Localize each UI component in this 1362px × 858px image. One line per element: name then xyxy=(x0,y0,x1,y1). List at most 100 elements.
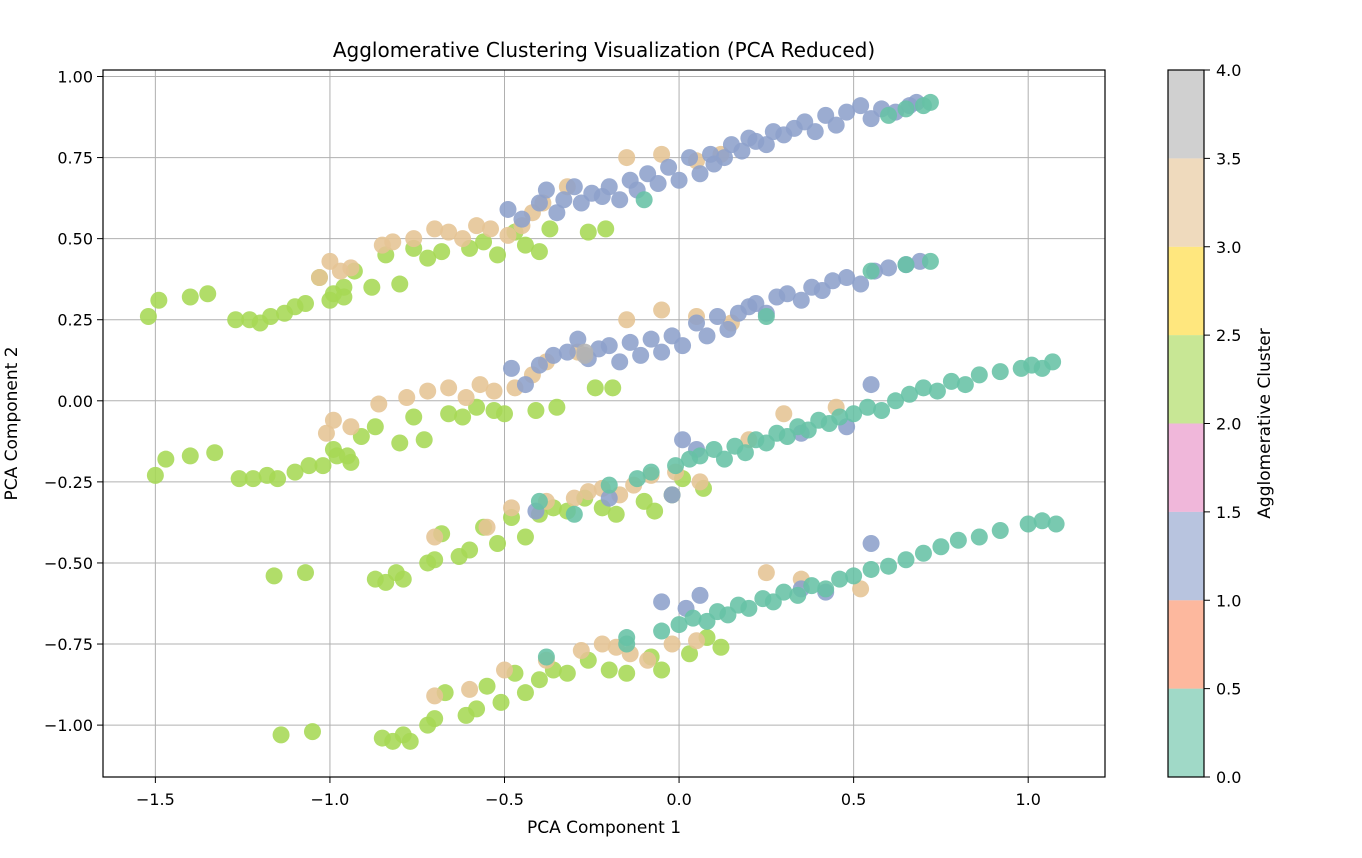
data-point xyxy=(558,343,576,361)
data-point xyxy=(342,453,360,471)
data-point xyxy=(991,363,1009,381)
x-tick-label: 0.5 xyxy=(841,790,866,809)
data-point xyxy=(384,233,402,251)
data-point xyxy=(321,291,339,309)
data-point xyxy=(757,136,775,154)
data-point xyxy=(607,505,625,523)
data-point xyxy=(604,379,622,397)
data-point xyxy=(803,577,821,595)
data-point xyxy=(956,376,974,394)
data-point xyxy=(942,372,960,390)
colorbar-label: Agglomerative Cluster xyxy=(1255,328,1275,518)
data-point xyxy=(653,343,671,361)
data-point xyxy=(635,191,653,209)
data-point xyxy=(712,638,730,656)
data-point xyxy=(555,191,573,209)
data-point xyxy=(970,366,988,384)
data-point xyxy=(691,586,709,604)
data-point xyxy=(663,486,681,504)
data-point xyxy=(461,680,479,698)
data-point xyxy=(600,489,618,507)
data-point xyxy=(921,93,939,111)
data-point xyxy=(586,379,604,397)
data-point xyxy=(670,171,688,189)
data-point xyxy=(827,116,845,134)
y-tick-label: 1.00 xyxy=(57,67,93,86)
x-tick-label: 1.0 xyxy=(1015,790,1040,809)
data-point xyxy=(426,220,444,238)
data-point xyxy=(618,635,636,653)
data-point xyxy=(618,149,636,167)
data-point xyxy=(642,330,660,348)
data-point xyxy=(530,671,548,689)
data-point xyxy=(579,483,597,501)
data-point xyxy=(530,243,548,261)
data-point xyxy=(516,376,534,394)
data-point xyxy=(468,700,486,718)
colorbar-tick-label: 4.0 xyxy=(1216,61,1241,80)
y-tick-label: 0.25 xyxy=(57,311,93,330)
data-point xyxy=(688,632,706,650)
data-point xyxy=(921,252,939,270)
data-point xyxy=(691,473,709,491)
data-point xyxy=(736,444,754,462)
data-point xyxy=(537,648,555,666)
data-point xyxy=(646,502,664,520)
data-point xyxy=(269,470,287,488)
data-point xyxy=(681,149,699,167)
data-point xyxy=(838,103,856,121)
data-point xyxy=(139,307,157,325)
data-point xyxy=(440,223,458,241)
data-point xyxy=(342,259,360,277)
data-point xyxy=(310,269,328,287)
data-point xyxy=(873,402,891,420)
colorbar-band xyxy=(1168,688,1204,777)
data-point xyxy=(548,398,566,416)
data-point xyxy=(426,710,444,728)
data-point xyxy=(530,492,548,510)
data-point xyxy=(611,191,629,209)
colorbar-band xyxy=(1168,158,1204,247)
data-point xyxy=(663,635,681,653)
data-point xyxy=(862,560,880,578)
data-point xyxy=(775,583,793,601)
data-point xyxy=(778,285,796,303)
data-point xyxy=(440,405,458,423)
data-point xyxy=(457,389,475,407)
data-point xyxy=(653,661,671,679)
data-point xyxy=(398,389,416,407)
data-point xyxy=(530,194,548,212)
data-point xyxy=(859,398,877,416)
data-point xyxy=(227,311,245,329)
data-point xyxy=(502,499,520,517)
data-point xyxy=(838,269,856,287)
data-point xyxy=(775,405,793,423)
colorbar-band xyxy=(1168,511,1204,601)
data-point xyxy=(621,333,639,351)
data-point xyxy=(401,732,419,750)
data-point xyxy=(370,395,388,413)
y-tick-label: −0.75 xyxy=(44,635,93,654)
data-point xyxy=(527,402,545,420)
y-tick-label: −0.50 xyxy=(44,554,93,573)
data-point xyxy=(600,337,618,355)
data-point xyxy=(653,593,671,611)
data-point xyxy=(600,476,618,494)
data-point xyxy=(492,693,510,711)
data-point xyxy=(314,457,332,475)
data-point xyxy=(502,359,520,377)
x-axis-ticks: −1.5 −1.0 −0.5 0.0 0.5 1.0 xyxy=(136,777,1041,809)
data-point xyxy=(914,379,932,397)
colorbar-band xyxy=(1168,246,1204,336)
data-point xyxy=(928,382,946,400)
data-point xyxy=(1019,515,1037,533)
data-point xyxy=(475,233,493,251)
data-point xyxy=(286,463,304,481)
data-point xyxy=(845,405,863,423)
data-point xyxy=(454,408,472,426)
y-tick-label: 0.00 xyxy=(57,392,93,411)
data-point xyxy=(199,285,217,303)
x-tick-label: −1.5 xyxy=(136,790,175,809)
data-point xyxy=(628,470,646,488)
data-point xyxy=(653,301,671,319)
